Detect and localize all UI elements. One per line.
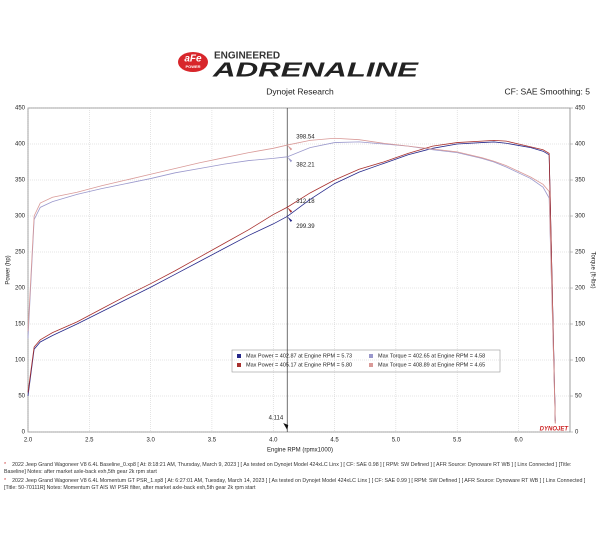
y2-tick-label: 150 bbox=[575, 322, 586, 328]
chart-title: Dynojet Research bbox=[266, 86, 334, 96]
y2-tick-label: 300 bbox=[575, 214, 586, 220]
y-axis-title: Power (hp) bbox=[6, 255, 12, 284]
cursor-value: 382.21 bbox=[296, 162, 315, 168]
cursor-label: 4.114 bbox=[269, 416, 284, 422]
x-axis-title: Engine RPM (rpmx1000) bbox=[267, 448, 333, 454]
x-tick-label: 5.5 bbox=[453, 438, 462, 444]
x-tick-label: 2.5 bbox=[85, 438, 94, 444]
x-tick-label: 3.0 bbox=[146, 438, 155, 444]
y-tick-label: 400 bbox=[15, 142, 26, 148]
cursor-value: 299.39 bbox=[296, 224, 315, 230]
series-line bbox=[27, 139, 556, 424]
y-tick-label: 50 bbox=[18, 394, 25, 400]
series-line bbox=[27, 137, 556, 424]
footer-run-1: * 2022 Jeep Grand Wagoneer V8 6.4L Baseli… bbox=[4, 462, 572, 475]
y2-tick-label: 450 bbox=[575, 106, 586, 112]
legend-swatch bbox=[237, 354, 241, 358]
logo-brand-sub: POWER bbox=[185, 64, 200, 69]
legend-text: Max Power = 405.17 at Engine RPM = 5.80 bbox=[246, 362, 352, 368]
footer-run-2: * 2022 Jeep Grand Wagoneer V8 6.4L Moment… bbox=[4, 478, 586, 491]
y-tick-label: 0 bbox=[22, 430, 26, 436]
y2-tick-label: 100 bbox=[575, 358, 586, 364]
chart-subtitle: CF: SAE Smoothing: 5 bbox=[504, 86, 590, 96]
legend-swatch bbox=[369, 363, 373, 367]
y-tick-label: 350 bbox=[15, 178, 26, 184]
cursor-value: 398.54 bbox=[296, 135, 315, 141]
y2-tick-label: 50 bbox=[575, 394, 582, 400]
y2-tick-label: 0 bbox=[575, 430, 579, 436]
cursor-point bbox=[287, 207, 293, 213]
y-tick-label: 200 bbox=[15, 286, 26, 292]
legend-text: Max Torque = 408.89 at Engine RPM = 4.65 bbox=[378, 362, 485, 368]
cursor-point bbox=[287, 145, 293, 151]
y-tick-label: 450 bbox=[15, 106, 26, 112]
legend-swatch bbox=[369, 354, 373, 358]
cursor-value: 312.18 bbox=[296, 199, 315, 205]
x-tick-label: 2.0 bbox=[24, 438, 33, 444]
legend-swatch bbox=[237, 363, 241, 367]
x-tick-label: 5.0 bbox=[392, 438, 401, 444]
legend-text: Max Power = 402.87 at Engine RPM = 5.73 bbox=[246, 353, 352, 359]
footer-text: 2022 Jeep Grand Wagoneer V8 6.4L Baselin… bbox=[4, 462, 572, 475]
y-tick-label: 100 bbox=[15, 358, 26, 364]
y2-tick-label: 250 bbox=[575, 250, 586, 256]
legend-text: Max Torque = 402.65 at Engine RPM = 4.58 bbox=[378, 353, 485, 359]
y-tick-label: 300 bbox=[15, 214, 26, 220]
watermark: DYNOJET bbox=[540, 427, 570, 433]
x-tick-label: 6.0 bbox=[514, 438, 523, 444]
y2-tick-label: 400 bbox=[575, 142, 586, 148]
cursor-point bbox=[287, 156, 293, 163]
series-line bbox=[27, 141, 556, 422]
y-tick-label: 250 bbox=[15, 250, 26, 256]
plot-frame bbox=[27, 107, 571, 433]
x-tick-label: 4.5 bbox=[330, 438, 339, 444]
x-tick-label: 3.5 bbox=[208, 438, 217, 444]
logo-tagline-top: ENGINEERED bbox=[214, 51, 280, 62]
logo-badge bbox=[178, 52, 208, 72]
x-tick-label: 4.0 bbox=[269, 438, 278, 444]
y2-axis-title: Torque (ft-lbs) bbox=[589, 251, 595, 288]
logo-tagline: ADRENALINE bbox=[211, 59, 419, 81]
logo-brand: aFe bbox=[184, 54, 202, 65]
y2-tick-label: 200 bbox=[575, 286, 586, 292]
series-line bbox=[27, 141, 556, 422]
legend-box bbox=[231, 349, 501, 373]
y2-tick-label: 350 bbox=[575, 178, 586, 184]
cursor-point bbox=[287, 216, 293, 222]
footer-text: 2022 Jeep Grand Wagoneer V8 6.4L Momentu… bbox=[4, 478, 586, 491]
cursor-arrow bbox=[283, 423, 289, 430]
y-tick-label: 150 bbox=[15, 322, 26, 328]
